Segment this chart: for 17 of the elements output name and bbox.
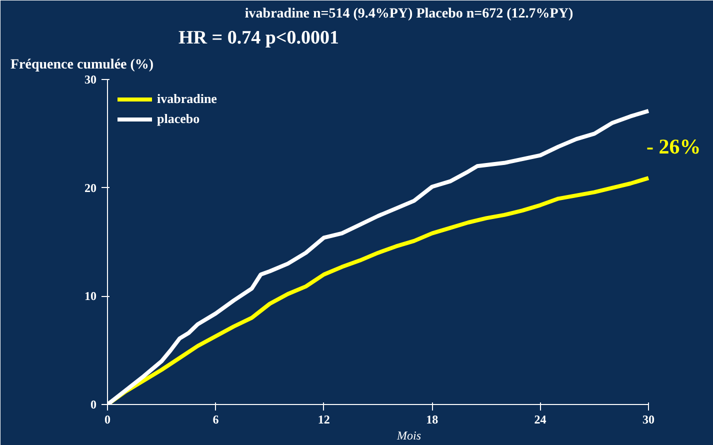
y-tick-label: 0 <box>90 398 96 412</box>
x-tick-label: 0 <box>104 412 110 426</box>
legend-label: ivabradine <box>157 91 217 107</box>
x-axis-title: Mois <box>396 428 422 442</box>
y-tick-label: 10 <box>84 289 96 304</box>
x-tick-label: 30 <box>642 412 654 426</box>
chart-subtitle: HR = 0.74 p<0.0001 <box>178 28 339 48</box>
y-tick-label: 30 <box>84 72 96 86</box>
chart-title: ivabradine n=514 (9.4%PY) Placebo n=672 (12.7%PY) <box>244 6 574 22</box>
x-tick-label: 12 <box>318 412 330 426</box>
y-tick-label: 20 <box>84 180 96 195</box>
x-tick-label: 6 <box>212 412 219 426</box>
x-tick-label: 24 <box>534 412 546 426</box>
y-axis-title: Fréquence cumulée (%) <box>10 58 154 72</box>
annotation: - 26% <box>646 134 701 158</box>
legend-label: placebo <box>157 111 200 127</box>
x-tick-label: 18 <box>426 412 438 426</box>
